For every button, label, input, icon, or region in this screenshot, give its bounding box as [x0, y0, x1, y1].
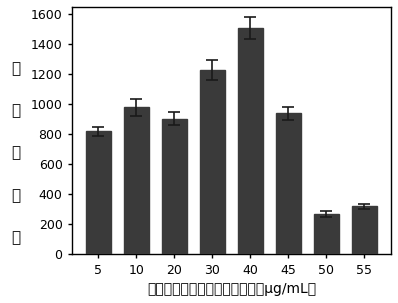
Bar [124, 108, 149, 255]
Bar [86, 132, 111, 255]
Bar [276, 113, 300, 255]
Text: 光: 光 [12, 103, 20, 118]
Text: 荧: 荧 [12, 61, 20, 76]
Bar [314, 214, 339, 255]
Text: 长: 长 [12, 188, 20, 203]
Bar [162, 119, 187, 255]
Text: 量: 量 [12, 230, 20, 245]
Bar [200, 70, 225, 255]
Bar [238, 28, 263, 255]
Bar [352, 206, 377, 255]
X-axis label: 不同浓度二硫化钼金纳米粒子（μg/mL）: 不同浓度二硫化钼金纳米粒子（μg/mL） [147, 282, 316, 296]
Text: 增: 增 [12, 145, 20, 161]
